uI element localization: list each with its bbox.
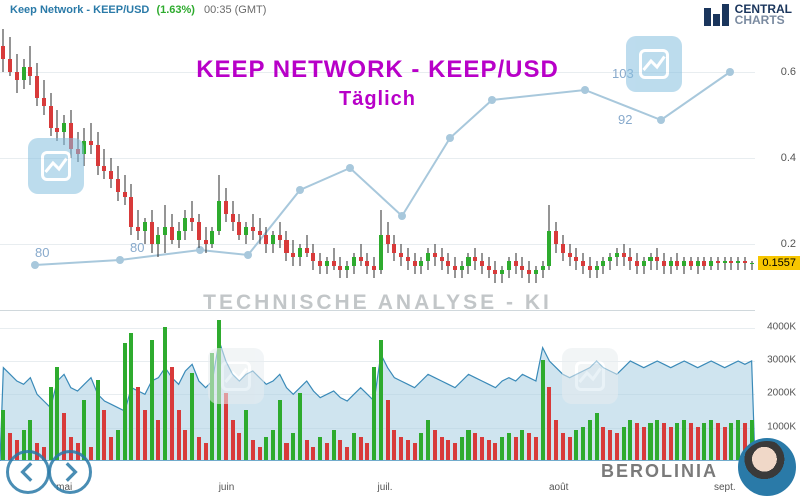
arrow-left-icon <box>15 459 41 485</box>
watermark-icon <box>208 348 264 404</box>
x-axis: maijuinjuil.aoûtsept. <box>0 482 755 498</box>
watermark-icon <box>562 348 618 404</box>
watermark-icon <box>28 138 84 194</box>
centralcharts-logo: CENTRAL CHARTS <box>704 4 792 26</box>
chart-header: Keep Network - KEEP/USD (1.63%) 00:35 (G… <box>10 4 266 16</box>
last-price-badge: 0.1557 <box>758 256 800 270</box>
symbol-label: Keep Network - KEEP/USD <box>10 4 149 16</box>
logo-text-2: CHARTS <box>735 15 792 26</box>
price-y-axis: 0.20.40.60.1557 <box>755 20 800 300</box>
nav-next-button[interactable] <box>48 450 92 494</box>
logo-bars-icon <box>704 4 729 26</box>
arrow-right-icon <box>57 459 83 485</box>
assistant-avatar-icon[interactable] <box>738 438 796 496</box>
brand-watermark: BEROLINIA <box>601 461 718 482</box>
nav-prev-button[interactable] <box>6 450 50 494</box>
pct-change: (1.63%) <box>156 4 195 16</box>
timestamp: 00:35 (GMT) <box>204 4 266 16</box>
watermark-icon <box>626 36 682 92</box>
volume-chart[interactable] <box>0 310 755 460</box>
